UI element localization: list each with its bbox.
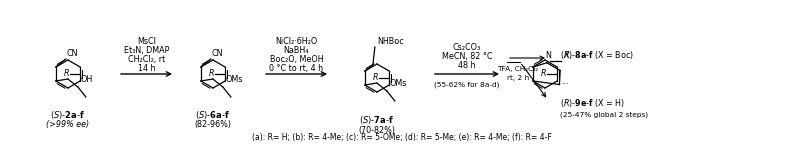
Text: OMs: OMs (226, 75, 243, 84)
Text: ···: ··· (560, 80, 569, 89)
Text: (25-47% global 2 steps): (25-47% global 2 steps) (560, 112, 647, 118)
Text: (55-62% for 8a-d): (55-62% for 8a-d) (434, 82, 499, 88)
Text: (a): R= H; (b): R= 4-Me; (c): R= 5-OMe; (d): R= 5-Me; (e): R= 4-Me; (f): R= 4-F: (a): R= H; (b): R= 4-Me; (c): R= 5-OMe; … (252, 133, 551, 142)
Text: R: R (208, 69, 214, 78)
Text: R: R (540, 69, 545, 78)
Text: 48 h: 48 h (458, 61, 475, 70)
Text: OH: OH (81, 75, 93, 84)
Text: R: R (372, 74, 377, 82)
Text: R: R (63, 69, 69, 78)
Text: NHBoc: NHBoc (377, 37, 403, 46)
Text: Boc₂O, MeOH: Boc₂O, MeOH (269, 55, 323, 64)
Text: (82-96%): (82-96%) (194, 120, 231, 129)
Text: TFA, CH₂Cl₂: TFA, CH₂Cl₂ (497, 66, 538, 72)
Text: rt, 2 h: rt, 2 h (506, 75, 528, 81)
Text: NiCl₂·6H₂O: NiCl₂·6H₂O (275, 37, 317, 46)
Text: 0 °C to rt, 4 h: 0 °C to rt, 4 h (269, 64, 323, 73)
Text: $(S)$-$\mathbf{7a}$-$\mathbf{f}$: $(S)$-$\mathbf{7a}$-$\mathbf{f}$ (359, 114, 394, 126)
Text: OMs: OMs (389, 79, 407, 88)
Text: CN: CN (212, 49, 223, 58)
Text: MsCl: MsCl (137, 37, 156, 46)
Text: $(S)$-$\mathbf{6a}$-$\mathbf{f}$: $(S)$-$\mathbf{6a}$-$\mathbf{f}$ (195, 109, 230, 121)
Text: X: X (562, 51, 568, 60)
Text: (70-82%): (70-82%) (358, 126, 395, 135)
Text: MeCN, 82 °C: MeCN, 82 °C (441, 52, 491, 61)
Text: $(R)$-$\mathbf{8a}$-$\mathbf{f}$ (X = Boc): $(R)$-$\mathbf{8a}$-$\mathbf{f}$ (X = Bo… (560, 49, 634, 61)
Text: CN: CN (67, 49, 78, 58)
Text: N: N (544, 51, 550, 60)
Text: NaBH₄: NaBH₄ (283, 46, 309, 55)
Text: Cs₂CO₃: Cs₂CO₃ (452, 43, 480, 52)
Text: (>99% ee): (>99% ee) (47, 120, 89, 129)
Text: $(S)$-$\mathbf{2a}$-$\mathbf{f}$: $(S)$-$\mathbf{2a}$-$\mathbf{f}$ (51, 109, 85, 121)
Text: $(R)$-$\mathbf{9e}$-$\mathbf{f}$ (X = H): $(R)$-$\mathbf{9e}$-$\mathbf{f}$ (X = H) (560, 97, 625, 109)
Text: CH₂Cl₂, rt: CH₂Cl₂, rt (128, 55, 165, 64)
Text: 14 h: 14 h (137, 64, 155, 73)
Text: Et₃N, DMAP: Et₃N, DMAP (124, 46, 169, 55)
